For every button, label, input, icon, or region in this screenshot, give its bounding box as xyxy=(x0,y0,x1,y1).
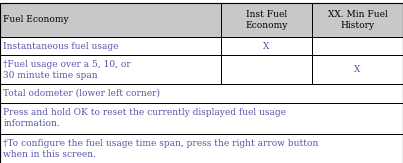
Bar xyxy=(0,103,403,134)
Text: Total odometer (lower left corner): Total odometer (lower left corner) xyxy=(3,89,160,98)
Text: X: X xyxy=(263,42,270,51)
Bar xyxy=(0,3,221,37)
Bar xyxy=(312,37,403,55)
Bar xyxy=(312,3,403,37)
Text: †To configure the fuel usage time span, press the right arrow button
when in thi: †To configure the fuel usage time span, … xyxy=(3,139,319,159)
Bar xyxy=(0,37,221,55)
Bar xyxy=(312,37,403,55)
Text: X: X xyxy=(354,65,361,74)
Bar xyxy=(0,103,403,134)
Text: Instantaneous fuel usage: Instantaneous fuel usage xyxy=(3,42,119,51)
Bar xyxy=(221,37,312,55)
Bar xyxy=(312,55,403,84)
Bar xyxy=(0,3,221,37)
Bar xyxy=(221,3,312,37)
Bar xyxy=(0,37,221,55)
Text: Inst Fuel
Economy: Inst Fuel Economy xyxy=(245,10,288,30)
Bar xyxy=(312,55,403,84)
Text: Press and hold OK to reset the currently displayed fuel usage
information.: Press and hold OK to reset the currently… xyxy=(3,108,286,128)
Bar xyxy=(0,84,403,103)
Text: Fuel Economy: Fuel Economy xyxy=(3,15,69,24)
Bar xyxy=(221,55,312,84)
Bar xyxy=(0,55,221,84)
Bar xyxy=(0,84,403,103)
Bar xyxy=(0,134,403,163)
Text: XX. Min Fuel
History: XX. Min Fuel History xyxy=(328,10,387,30)
Bar xyxy=(221,37,312,55)
Bar xyxy=(312,3,403,37)
Bar xyxy=(221,55,312,84)
Bar xyxy=(0,134,403,163)
Bar xyxy=(0,55,221,84)
Text: †Fuel usage over a 5, 10, or
30 minute time span: †Fuel usage over a 5, 10, or 30 minute t… xyxy=(3,60,131,80)
Bar xyxy=(221,3,312,37)
